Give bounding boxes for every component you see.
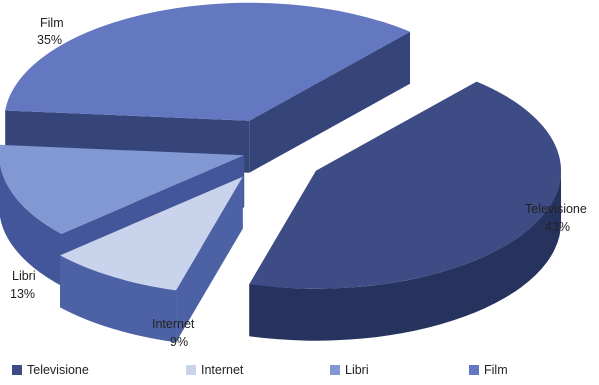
legend-label-film: Film — [484, 363, 508, 377]
legend-item-internet: Internet — [186, 363, 243, 377]
slice-film-cut-1 — [249, 31, 411, 173]
legend-item-libri: Libri — [330, 363, 369, 377]
label-libri-name: Libri — [12, 269, 36, 283]
slice-libri-side-0 — [0, 164, 62, 286]
slice-televisione — [249, 81, 562, 341]
slice-televisione-side-0 — [249, 170, 562, 341]
legend: Televisione Internet Libri Film — [0, 363, 599, 383]
slice-film-top — [5, 2, 411, 121]
label-libri-value: 13% — [10, 287, 35, 301]
label-internet-value: 9% — [170, 335, 188, 349]
slice-televisione-top — [249, 81, 562, 289]
slice-internet — [60, 176, 243, 343]
label-film-name: Film — [40, 16, 64, 30]
slice-labels: Film 35% Televisione 43% Libri 13% Inter… — [10, 16, 587, 349]
pie-slices — [0, 2, 562, 343]
slice-film — [5, 2, 411, 173]
legend-swatch-internet — [186, 365, 196, 375]
legend-item-film: Film — [469, 363, 508, 377]
legend-label-internet: Internet — [201, 363, 244, 377]
legend-label-televisione: Televisione — [27, 363, 89, 377]
legend-item-televisione: Televisione — [12, 363, 89, 377]
legend-swatch-film — [469, 365, 479, 375]
slice-internet-top — [60, 176, 243, 291]
label-televisione-value: 43% — [545, 220, 570, 234]
label-televisione-name: Televisione — [525, 202, 587, 216]
label-film-value: 35% — [37, 33, 62, 47]
legend-swatch-televisione — [12, 365, 22, 375]
legend-label-libri: Libri — [345, 363, 369, 377]
slice-internet-side-0 — [60, 255, 177, 343]
legend-swatch-libri — [330, 365, 340, 375]
slice-libri-top — [0, 144, 245, 234]
label-internet-name: Internet — [152, 317, 195, 331]
